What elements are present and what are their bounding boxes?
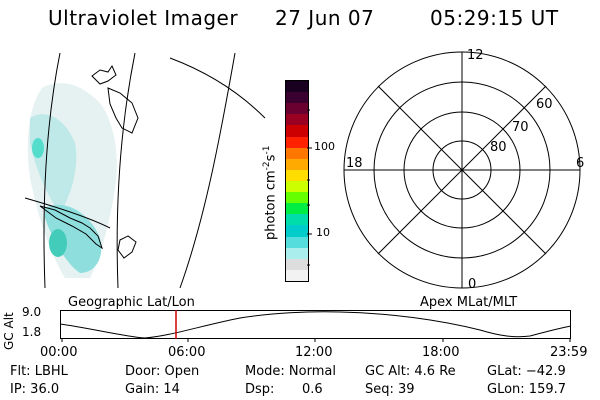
altitude-timeline [60, 310, 572, 342]
colorbar-swatch [286, 103, 308, 115]
observation-date: 27 Jun 07 [275, 6, 375, 30]
map-grid-line [179, 52, 236, 288]
colorbar-swatch [286, 136, 308, 148]
info-filter: Flt: LBHL [10, 364, 68, 379]
colorbar-swatch [286, 269, 308, 281]
map-grid-line [43, 52, 61, 288]
colorbar-swatch [286, 92, 308, 104]
info-mode: Mode: Normal [245, 364, 336, 379]
colorbar [285, 80, 309, 282]
colorbar-swatch [286, 125, 308, 137]
altitude-curve [60, 311, 572, 339]
colorbar-tick-100: 100 [314, 140, 335, 153]
colorbar-swatch [286, 214, 308, 226]
coastline [91, 64, 117, 85]
info-dsp-label: Dsp: [245, 382, 275, 397]
colorbar-swatch [286, 247, 308, 259]
colorbar-swatch [286, 225, 308, 237]
coastline [107, 87, 139, 134]
map-grid-line [116, 52, 136, 288]
info-gc-alt: GC Alt: 4.6 Re [365, 364, 456, 379]
coastline [117, 235, 137, 259]
polar-label-6: 6 [576, 156, 585, 171]
polar-diagonal [377, 85, 547, 255]
polar-lat-80: 80 [490, 140, 507, 155]
info-gain: Gain: 14 [125, 382, 180, 397]
instrument-title: Ultraviolet Imager [48, 6, 239, 30]
coastline [39, 205, 103, 250]
info-door: Door: Open [125, 364, 200, 379]
info-ip: IP: 36.0 [10, 382, 60, 397]
colorbar-swatch [286, 169, 308, 181]
map-grid-line [169, 57, 266, 119]
colorbar-swatch [286, 114, 308, 126]
polar-label-12: 12 [467, 48, 484, 63]
aurora-intensity-spot [49, 229, 67, 257]
colorbar-swatch [286, 158, 308, 170]
colorbar-label: photon cm-2s-1 [262, 145, 279, 240]
timeline-tick-1800: 18:00 [422, 345, 460, 360]
timeline-tick-1200: 12:00 [295, 345, 333, 360]
info-glat: GLat: −42.9 [487, 364, 566, 379]
timeline-tick-0000: 00:00 [40, 345, 78, 360]
polar-label-18: 18 [346, 156, 363, 171]
info-seq: Seq: 39 [365, 382, 415, 397]
colorbar-swatch [286, 258, 308, 270]
colorbar-swatch [286, 192, 308, 204]
geographic-map [24, 52, 266, 288]
timeline-frame [60, 310, 571, 339]
colorbar-tick-10: 10 [316, 226, 330, 239]
colorbar-swatch [286, 236, 308, 248]
polar-lat-60: 60 [536, 97, 553, 112]
polar-lat-70: 70 [512, 120, 529, 135]
timeline-axis-title: GC Alt [2, 312, 16, 350]
colorbar-swatch [286, 147, 308, 159]
colorbar-ticks [307, 109, 312, 266]
timeline-tick-2359: 23:59 [550, 345, 588, 360]
map-grid-line [24, 197, 111, 229]
timeline-left-label: Geographic Lat/Lon [68, 295, 195, 310]
polar-label-0: 0 [468, 277, 477, 292]
info-glon: GLon: 159.7 [487, 382, 567, 397]
colorbar-swatch [286, 81, 308, 93]
timeline-right-label: Apex MLat/MLT [420, 295, 518, 310]
aurora-band-upper [30, 114, 77, 213]
timeline-y-low: 1.8 [22, 325, 42, 339]
observation-time: 05:29:15 UT [430, 6, 559, 30]
colorbar-swatch [286, 203, 308, 215]
info-dsp-value: 0.6 [302, 382, 323, 397]
aurora-band-lower [45, 204, 102, 273]
aurora-intensity-spot [32, 138, 44, 158]
timeline-y-high: 9.0 [22, 305, 42, 319]
colorbar-swatch [286, 180, 308, 193]
timeline-tick-0600: 06:00 [168, 345, 206, 360]
polar-plot [343, 51, 581, 289]
